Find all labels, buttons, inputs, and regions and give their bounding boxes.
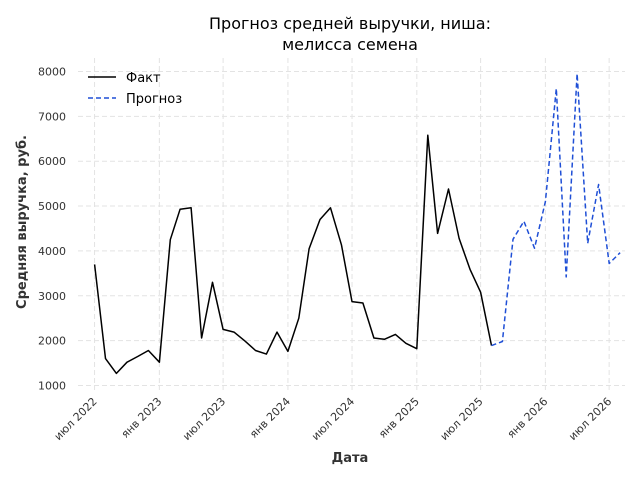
y-tick-label: 5000 bbox=[38, 200, 66, 213]
series-line-fact bbox=[93, 134, 493, 375]
y-axis-label: Средняя выручка, руб. bbox=[15, 135, 30, 309]
series-line-forecast bbox=[491, 72, 621, 347]
y-tick-label: 2000 bbox=[38, 335, 66, 348]
x-tick-label: июл 2023 bbox=[180, 395, 228, 443]
y-tick-label: 3000 bbox=[38, 290, 66, 303]
y-tick-labels: 1000 2000 3000 4000 5000 6000 7000 8000 bbox=[38, 65, 66, 392]
x-tick-label: июл 2024 bbox=[309, 395, 357, 443]
x-tick-label: янв 2025 bbox=[376, 395, 422, 441]
legend: Факт Прогноз bbox=[88, 71, 182, 107]
chart-title-line-1: Прогноз средней выручки, ниша: bbox=[209, 14, 491, 33]
x-tick-label: июл 2022 bbox=[52, 395, 100, 443]
x-tick-label: июл 2026 bbox=[566, 395, 614, 443]
x-tick-label: июл 2025 bbox=[438, 395, 486, 443]
legend-label-fact: Факт bbox=[126, 71, 161, 86]
chart-title-line-2: мелисса семена bbox=[282, 35, 418, 54]
grid bbox=[78, 58, 625, 390]
series bbox=[93, 72, 621, 375]
chart-title: Прогноз средней выручки, ниша: мелисса с… bbox=[209, 14, 491, 54]
y-tick-label: 6000 bbox=[38, 155, 66, 168]
x-tick-label: янв 2026 bbox=[505, 395, 551, 441]
y-tick-label: 4000 bbox=[38, 245, 66, 258]
x-tick-label: янв 2023 bbox=[119, 395, 165, 441]
y-tick-label: 7000 bbox=[38, 110, 66, 123]
y-tick-label: 1000 bbox=[38, 380, 66, 393]
x-tick-label: янв 2024 bbox=[247, 395, 293, 441]
legend-label-forecast: Прогноз bbox=[126, 92, 182, 107]
y-tick-label: 8000 bbox=[38, 65, 66, 78]
x-axis-label: Дата bbox=[332, 451, 369, 466]
x-tick-labels: июл 2022 янв 2023 июл 2023 янв 2024 июл 2024… bbox=[52, 395, 615, 443]
